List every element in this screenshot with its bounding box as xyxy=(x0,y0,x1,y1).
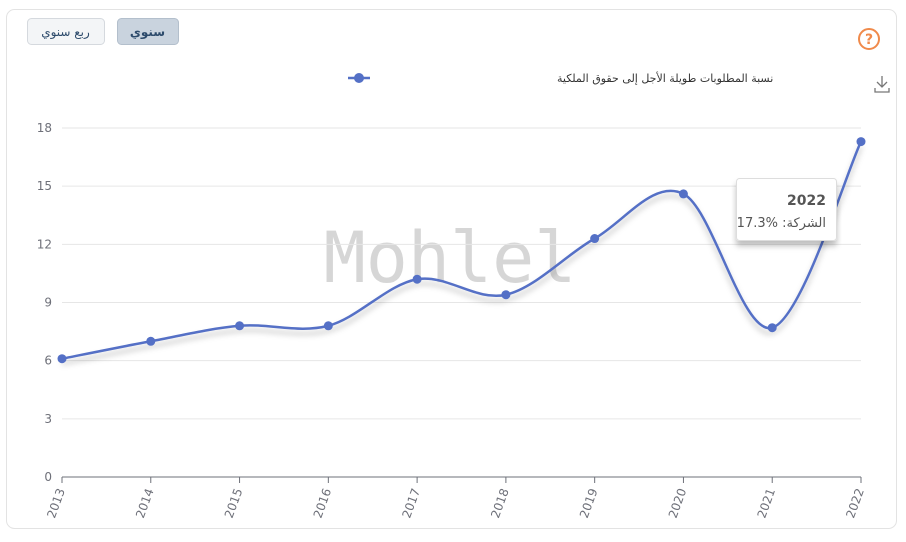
tab-label[interactable]: ربع سنوي xyxy=(41,25,90,40)
y-tick-label: 15 xyxy=(37,179,52,193)
data-point xyxy=(501,290,511,300)
y-tick-label: 18 xyxy=(37,121,52,135)
help-icon[interactable]: ? xyxy=(858,28,880,50)
data-point xyxy=(57,354,67,364)
tab-label[interactable]: سنوي xyxy=(130,25,165,40)
watermark: Mohlel xyxy=(324,217,577,299)
data-point xyxy=(412,274,422,284)
legend-swatch-dot xyxy=(354,73,364,83)
tooltip-text: الشركة: %17.3 xyxy=(737,216,826,231)
data-point xyxy=(146,336,156,346)
y-tick-label: 0 xyxy=(44,470,52,484)
tab-button[interactable] xyxy=(27,18,105,45)
svg-text:?: ? xyxy=(865,32,873,48)
legend-label: نسبة المطلوبات طويلة الأجل إلى حقوق المل… xyxy=(557,71,773,85)
data-point xyxy=(590,234,600,244)
download-icon[interactable] xyxy=(874,76,890,93)
y-tick-label: 3 xyxy=(44,412,52,426)
data-point xyxy=(678,189,688,199)
data-point xyxy=(235,321,245,331)
tooltip-box xyxy=(736,178,837,241)
tooltip-title: 2022 xyxy=(787,193,826,209)
y-tick-label: 9 xyxy=(44,296,52,310)
y-tick-label: 12 xyxy=(37,237,52,251)
card-border xyxy=(6,9,897,529)
data-point xyxy=(323,321,333,331)
tab-button[interactable] xyxy=(117,18,179,45)
data-point xyxy=(856,137,866,147)
data-point xyxy=(767,323,777,333)
y-tick-label: 6 xyxy=(44,354,52,368)
